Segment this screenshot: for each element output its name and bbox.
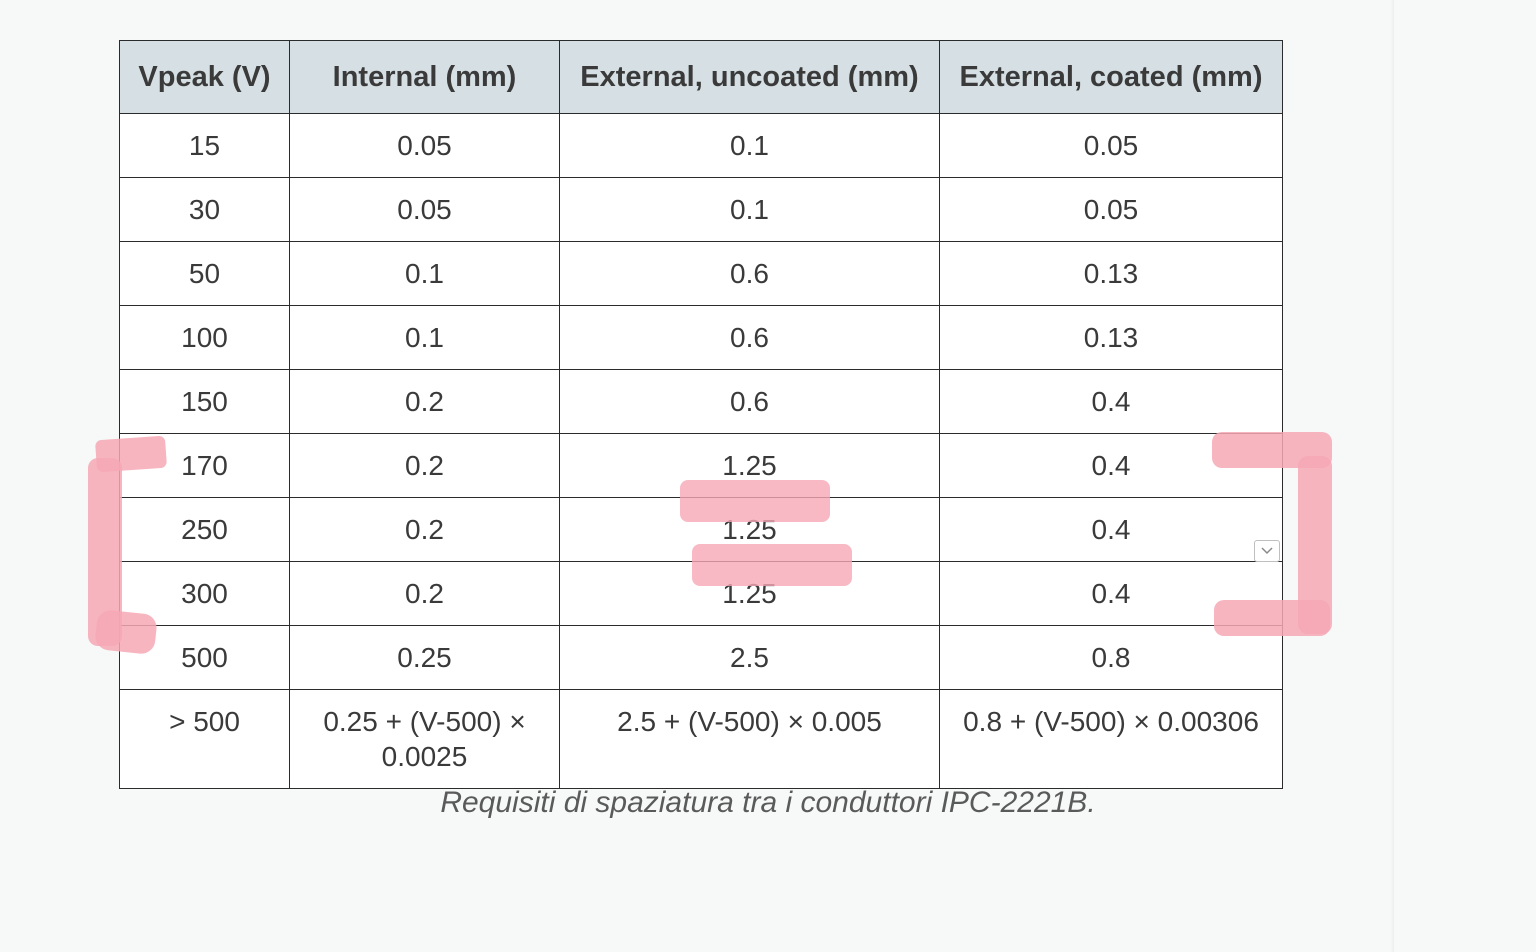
cell-vpeak: 170 xyxy=(120,434,290,498)
table-row: 300 0.2 1.25 0.4 xyxy=(120,562,1283,626)
cell-ext-unc: 2.5 + (V-500) × 0.005 xyxy=(560,690,940,789)
cell-ext-unc: 0.1 xyxy=(560,114,940,178)
cell-ext-unc: 0.6 xyxy=(560,370,940,434)
cell-ext-coat: 0.4 xyxy=(940,370,1283,434)
cell-ext-coat: 0.05 xyxy=(940,114,1283,178)
table-row: 150 0.2 0.6 0.4 xyxy=(120,370,1283,434)
annotation-bracket-right xyxy=(1298,456,1332,634)
cell-internal: 0.25 + (V-500) × 0.0025 xyxy=(290,690,560,789)
cell-ext-coat: 0.4 xyxy=(940,498,1283,562)
cell-vpeak: 150 xyxy=(120,370,290,434)
chevron-down-icon xyxy=(1261,547,1273,555)
cell-vpeak: 100 xyxy=(120,306,290,370)
cell-ext-coat: 0.4 xyxy=(940,434,1283,498)
spacing-table: Vpeak (V) Internal (mm) External, uncoat… xyxy=(119,40,1283,789)
cell-internal: 0.1 xyxy=(290,242,560,306)
cell-vpeak: 300 xyxy=(120,562,290,626)
col-header-external-uncoated: External, uncoated (mm) xyxy=(560,41,940,114)
page-edge-shadow xyxy=(1390,0,1394,952)
table-header-row: Vpeak (V) Internal (mm) External, uncoat… xyxy=(120,41,1283,114)
cell-vpeak: 500 xyxy=(120,626,290,690)
cell-ext-coat: 0.05 xyxy=(940,178,1283,242)
table-row: 50 0.1 0.6 0.13 xyxy=(120,242,1283,306)
cell-ext-coat: 0.8 xyxy=(940,626,1283,690)
table-row-formula: > 500 0.25 + (V-500) × 0.0025 2.5 + (V-5… xyxy=(120,690,1283,789)
cell-ext-unc: 0.1 xyxy=(560,178,940,242)
collapse-toggle[interactable] xyxy=(1254,540,1280,562)
table-row: 250 0.2 1.25 0.4 xyxy=(120,498,1283,562)
table-row: 15 0.05 0.1 0.05 xyxy=(120,114,1283,178)
cell-internal: 0.2 xyxy=(290,434,560,498)
col-header-vpeak: Vpeak (V) xyxy=(120,41,290,114)
cell-ext-coat: 0.4 xyxy=(940,562,1283,626)
cell-internal: 0.1 xyxy=(290,306,560,370)
page: Vpeak (V) Internal (mm) External, uncoat… xyxy=(0,0,1536,952)
table-caption: Requisiti di spaziatura tra i conduttori… xyxy=(0,786,1536,820)
cell-internal: 0.25 xyxy=(290,626,560,690)
cell-internal: 0.05 xyxy=(290,178,560,242)
cell-vpeak: 15 xyxy=(120,114,290,178)
table-row: 100 0.1 0.6 0.13 xyxy=(120,306,1283,370)
cell-ext-unc: 1.25 xyxy=(560,498,940,562)
table-row: 170 0.2 1.25 0.4 xyxy=(120,434,1283,498)
cell-vpeak: 250 xyxy=(120,498,290,562)
col-header-external-coated: External, coated (mm) xyxy=(940,41,1283,114)
cell-internal: 0.2 xyxy=(290,498,560,562)
cell-ext-unc: 1.25 xyxy=(560,434,940,498)
cell-ext-unc: 0.6 xyxy=(560,306,940,370)
cell-ext-coat: 0.13 xyxy=(940,306,1283,370)
cell-ext-coat: 0.13 xyxy=(940,242,1283,306)
cell-vpeak: 50 xyxy=(120,242,290,306)
cell-vpeak: 30 xyxy=(120,178,290,242)
cell-ext-coat: 0.8 + (V-500) × 0.00306 xyxy=(940,690,1283,789)
cell-internal: 0.05 xyxy=(290,114,560,178)
cell-internal: 0.2 xyxy=(290,370,560,434)
cell-internal: 0.2 xyxy=(290,562,560,626)
cell-vpeak: > 500 xyxy=(120,690,290,789)
table-row: 500 0.25 2.5 0.8 xyxy=(120,626,1283,690)
cell-ext-unc: 1.25 xyxy=(560,562,940,626)
col-header-internal: Internal (mm) xyxy=(290,41,560,114)
annotation-bracket-left xyxy=(88,458,122,646)
cell-ext-unc: 2.5 xyxy=(560,626,940,690)
cell-ext-unc: 0.6 xyxy=(560,242,940,306)
table-row: 30 0.05 0.1 0.05 xyxy=(120,178,1283,242)
